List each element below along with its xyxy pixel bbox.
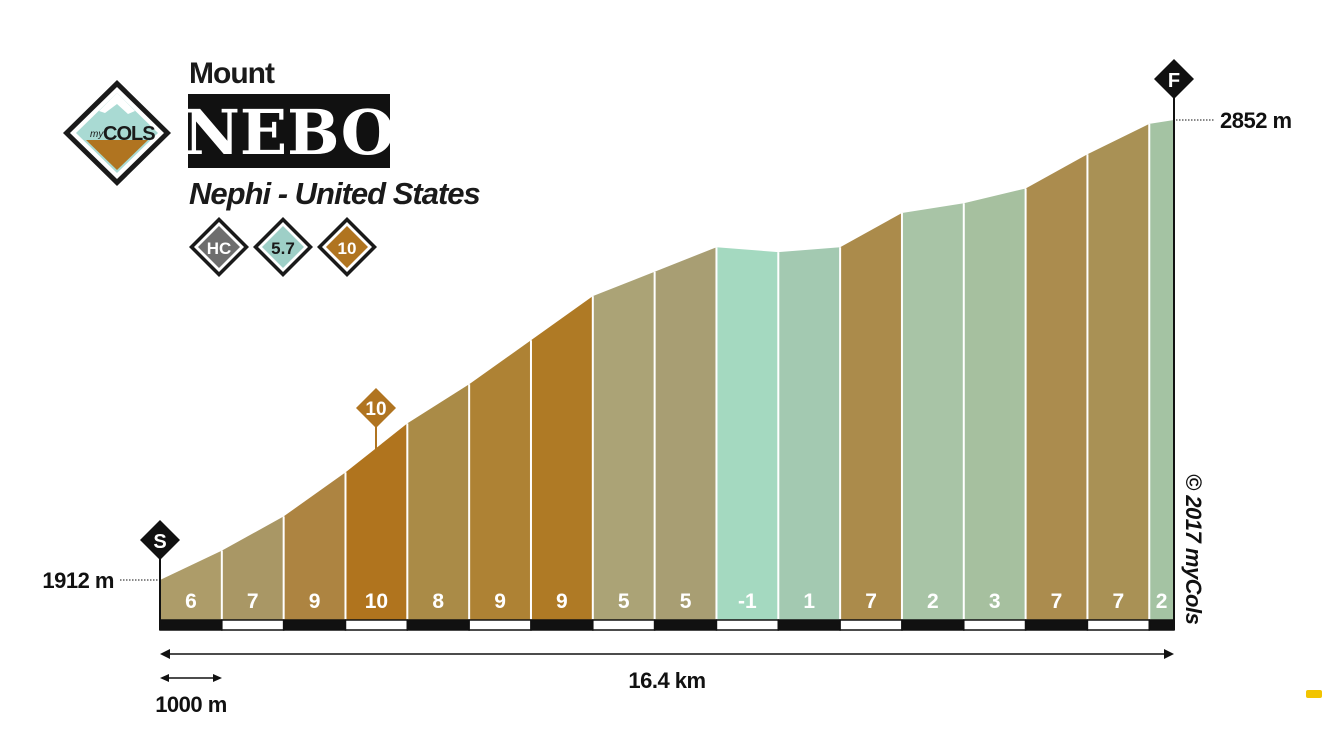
badge-label: 5.7 (271, 239, 295, 258)
badge-label: 10 (338, 239, 357, 258)
badge-1: HC (189, 217, 249, 277)
km-strip-segment (839, 619, 903, 631)
km-strip-segment (653, 619, 718, 631)
gradient-label: -1 (738, 590, 757, 613)
location-subtitle: Nephi - United States (189, 176, 481, 211)
scale-arrow (160, 674, 222, 682)
start-marker: S (140, 520, 180, 560)
km-strip-segment (344, 619, 409, 631)
yellow-mark (1306, 690, 1322, 698)
gradient-label: 2 (1156, 590, 1168, 613)
mycols-logo: my COLS (63, 80, 171, 186)
gradient-label: 9 (556, 590, 568, 613)
gradient-label: 6 (185, 590, 197, 613)
profile-segment-1 (160, 550, 222, 620)
logo-big-text: COLS (103, 123, 155, 145)
logo-small-text: my (90, 129, 104, 140)
profile-segment-16 (1087, 123, 1150, 621)
profile-segment-6 (469, 340, 531, 620)
gradient-label: 7 (1051, 590, 1063, 613)
km-strip-segment (901, 619, 965, 631)
km-strip-segment (1086, 619, 1151, 631)
gradient-label: 8 (432, 590, 444, 613)
gradient-labels: 6 7 9 10 8 9 9 5 5 -1 1 7 2 3 7 7 2 (185, 590, 1167, 613)
gradient-label: 2 (927, 590, 939, 613)
gradient-label: 7 (865, 590, 877, 613)
finish-marker: F (1154, 59, 1194, 99)
km-strip-segment (159, 619, 223, 631)
gradient-label: 1 (803, 590, 815, 613)
profile-segment-2 (221, 516, 284, 620)
km-strip-segment (592, 619, 656, 631)
badge-2: 5.7 (253, 217, 313, 277)
copyright: © 2017 myCols (1181, 474, 1206, 625)
page-title: NEBO (183, 96, 395, 169)
title-box (188, 94, 390, 168)
gradient-label: 10 (365, 590, 388, 613)
profile-segment-4 (345, 423, 408, 620)
profile-segment-9 (654, 247, 717, 620)
profile-segment-12 (840, 212, 902, 620)
badges-row: HC 5.7 10 (189, 217, 377, 277)
profile-segment-11 (778, 247, 841, 620)
km-strip-segment (406, 619, 470, 631)
km-strip-segment (282, 619, 347, 631)
km-strip-segment (715, 619, 780, 631)
gradient-label: 9 (494, 590, 506, 613)
profile-segment-10 (716, 247, 779, 620)
finish-marker-label: F (1168, 70, 1180, 92)
gradient-label: 9 (309, 590, 321, 613)
profile-segment-3 (283, 472, 346, 620)
profile-segment-17 (1149, 120, 1174, 620)
km-strip-segment (1024, 619, 1089, 631)
start-elevation-label: 1912 m (42, 568, 114, 593)
km-strip-segment (530, 619, 594, 631)
gradient-label: 7 (1113, 590, 1125, 613)
start-marker-label: S (153, 531, 166, 553)
km-strip-segment (468, 619, 532, 631)
max-gradient-marker: 10 (356, 388, 396, 450)
distance-label: 16.4 km (628, 668, 705, 693)
km-strip (159, 619, 1175, 631)
km-strip-segment (221, 619, 285, 631)
gradient-label: 3 (989, 590, 1001, 613)
badge-label: HC (207, 239, 232, 258)
distance-arrow (160, 649, 1174, 659)
km-strip-segment (777, 619, 841, 631)
gradient-label: 5 (618, 590, 630, 613)
km-strip-segment (1148, 619, 1175, 631)
km-strip-segment (963, 619, 1027, 631)
title-prefix: Mount (189, 57, 275, 90)
profile-bars (160, 120, 1174, 621)
profile-segment-8 (592, 271, 655, 620)
scale-label: 1000 m (155, 692, 227, 717)
profile-segment-15 (1025, 154, 1088, 621)
max-gradient-label: 10 (365, 399, 386, 420)
profile-segment-7 (530, 296, 593, 620)
profile-segment-5 (407, 384, 470, 620)
profile-segment-14 (963, 188, 1026, 621)
gradient-label: 7 (247, 590, 259, 613)
gradient-label: 5 (680, 590, 692, 613)
profile-segment-13 (901, 203, 964, 621)
badge-3: 10 (317, 217, 377, 277)
finish-elevation-label: 2852 m (1220, 108, 1292, 133)
